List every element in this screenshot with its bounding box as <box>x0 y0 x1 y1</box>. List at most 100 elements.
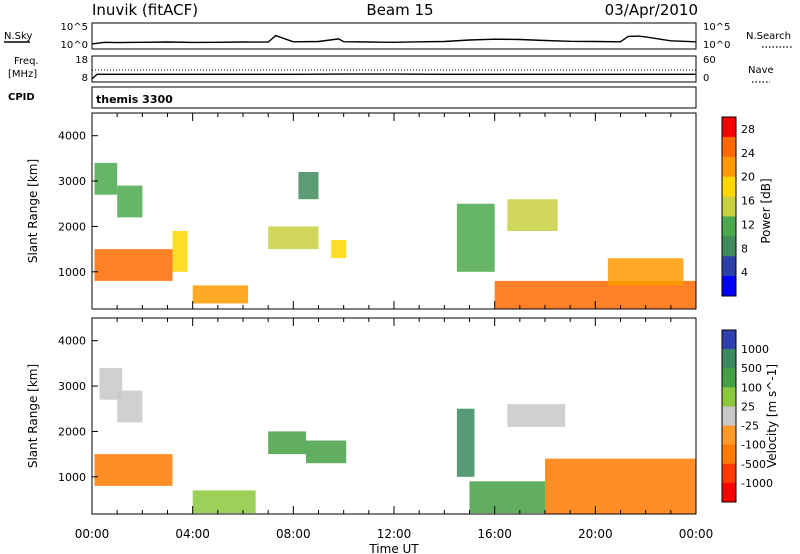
nsearch-tick-bottom: 10^0 <box>703 40 730 51</box>
nsky-strip: N.Sky 10^5 10^0 10^5 10^0 N.Search <box>4 22 792 51</box>
power-y-tick-label-0: 1000 <box>58 266 86 279</box>
power-colorbar-tick-3: 16 <box>741 195 755 208</box>
x-axis-label: Time UT <box>368 542 419 554</box>
velocity-colorbar-swatches <box>721 329 737 503</box>
nave-label: Nave <box>748 65 774 76</box>
nsearch-tick-top: 10^5 <box>703 22 730 33</box>
power-colorbar-tick-0: 4 <box>741 266 748 279</box>
velocity-y-tick-label-2: 3000 <box>58 380 86 393</box>
power-regions <box>94 162 696 309</box>
velocity-colorbar-swatch-3 <box>722 387 736 407</box>
velocity-colorbar-label: Velocity [m s^-1] <box>765 364 779 468</box>
velocity-region-0 <box>94 454 173 486</box>
cpid-label: CPID <box>8 92 35 103</box>
power-colorbar-swatches <box>721 116 737 297</box>
power-frame <box>91 112 697 310</box>
power-colorbar-frame <box>721 116 737 297</box>
velocity-colorbar-tick-1: 500 <box>741 362 762 375</box>
beam-title: Beam 15 <box>366 1 433 19</box>
velocity-region-5 <box>305 440 347 464</box>
velocity-region-4 <box>268 431 306 455</box>
freq-label-line1: Freq. <box>14 56 39 67</box>
power-colorbar-swatch-6 <box>722 236 736 257</box>
power-region-3 <box>172 231 188 272</box>
velocity-region-3 <box>192 490 256 514</box>
power-colorbar-swatch-2 <box>722 156 736 178</box>
power-y-tick-label-1: 2000 <box>58 220 86 233</box>
velocity-regions <box>94 367 696 514</box>
velocity-region-9 <box>545 458 696 514</box>
velocity-y-axis-label: Slant Range [km] <box>26 364 40 468</box>
x-tick-label-1: 04:00 <box>175 527 210 541</box>
cpid-frame <box>91 86 697 109</box>
power-colorbar-tick-4: 20 <box>741 171 755 184</box>
power-region-11 <box>607 258 684 286</box>
power-region-6 <box>298 172 319 200</box>
power-colorbar-tick-6: 28 <box>741 123 755 136</box>
velocity-region-8 <box>469 481 545 514</box>
velocity-colorbar-swatch-2 <box>722 368 736 388</box>
power-colorbar-swatch-3 <box>722 176 736 198</box>
velocity-colorbar-tick-4: -25 <box>741 420 759 433</box>
power-colorbar-swatch-1 <box>722 136 736 158</box>
power-colorbar-tick-2: 12 <box>741 218 755 231</box>
nsky-label: N.Sky <box>4 31 32 42</box>
velocity-panel: 1000 2000 3000 4000 00:00 04:00 08:00 12:00 16:… <box>26 317 714 554</box>
velocity-colorbar-swatch-7 <box>722 463 736 484</box>
power-y-tick-label-2: 3000 <box>58 175 86 188</box>
velocity-colorbar-tick-6: -500 <box>741 458 766 471</box>
velocity-region-7 <box>507 404 566 427</box>
x-tick-label-0: 00:00 <box>75 527 110 541</box>
velocity-colorbar-swatch-5 <box>722 425 736 446</box>
x-tick-label-3: 12:00 <box>377 527 412 541</box>
velocity-colorbar-swatch-8 <box>722 482 736 503</box>
power-colorbar-swatch-5 <box>722 216 736 237</box>
velocity-colorbar: 1000 500 100 25 -25 -100 -500 -1000 Velocity [m… <box>721 329 779 503</box>
power-colorbar-swatch-8 <box>722 276 736 297</box>
cpid-strip: CPID themis 3300 <box>8 86 697 109</box>
power-panel: 1000 2000 3000 4000 Slant Range [km] <box>26 112 697 310</box>
velocity-y-tick-label-1: 2000 <box>58 425 86 438</box>
velocity-colorbar-ticks: 1000 500 100 25 -25 -100 -500 -1000 <box>741 343 773 490</box>
power-y-axis-label: Slant Range [km] <box>26 159 40 263</box>
x-tick-label-4: 16:00 <box>477 527 512 541</box>
velocity-colorbar-tick-5: -100 <box>741 439 766 452</box>
velocity-colorbar-frame <box>721 329 737 503</box>
velocity-colorbar-swatch-4 <box>722 406 736 426</box>
power-region-7 <box>331 240 347 259</box>
power-region-0 <box>94 249 173 281</box>
x-tick-label-2: 08:00 <box>276 527 311 541</box>
power-region-8 <box>456 203 495 272</box>
power-region-9 <box>507 199 558 231</box>
cpid-value: themis 3300 <box>96 93 173 106</box>
nsky-tick-bottom: 10^0 <box>61 40 88 51</box>
nsky-series-line <box>91 34 697 45</box>
freq-tick-top: 18 <box>75 55 88 66</box>
power-y-tick-label-3: 4000 <box>58 130 86 143</box>
freq-frame <box>91 55 697 83</box>
station-title: Inuvik (fitACF) <box>92 1 198 19</box>
velocity-colorbar-swatch-0 <box>722 330 736 350</box>
nsearch-label: N.Search <box>746 31 791 42</box>
power-region-5 <box>268 226 319 250</box>
power-region-4 <box>192 285 249 304</box>
power-region-1 <box>94 162 118 195</box>
power-colorbar-tick-5: 24 <box>741 147 755 160</box>
freq-series-line <box>91 73 696 80</box>
power-colorbar-swatch-7 <box>722 256 736 277</box>
velocity-y-tick-label-3: 4000 <box>58 335 86 348</box>
velocity-colorbar-swatch-1 <box>722 349 736 369</box>
power-colorbar-ticks: 4 8 12 16 20 24 28 <box>741 123 755 279</box>
nave-tick-bottom: 0 <box>703 73 709 84</box>
x-tick-label-6: 00:00 <box>679 527 714 541</box>
velocity-colorbar-tick-7: -1000 <box>741 477 773 490</box>
power-x-ticks <box>91 113 697 309</box>
velocity-x-ticks: 00:00 04:00 08:00 12:00 16:00 20:00 00:00 <box>75 318 714 541</box>
power-colorbar-label: Power [dB] <box>759 178 773 243</box>
nave-tick-top: 60 <box>703 55 716 66</box>
date-title: 03/Apr/2010 <box>605 1 698 19</box>
velocity-region-1 <box>99 367 123 400</box>
power-colorbar: 4 8 12 16 20 24 28 Power [dB] <box>721 116 773 297</box>
velocity-colorbar-tick-0: 1000 <box>741 343 769 356</box>
